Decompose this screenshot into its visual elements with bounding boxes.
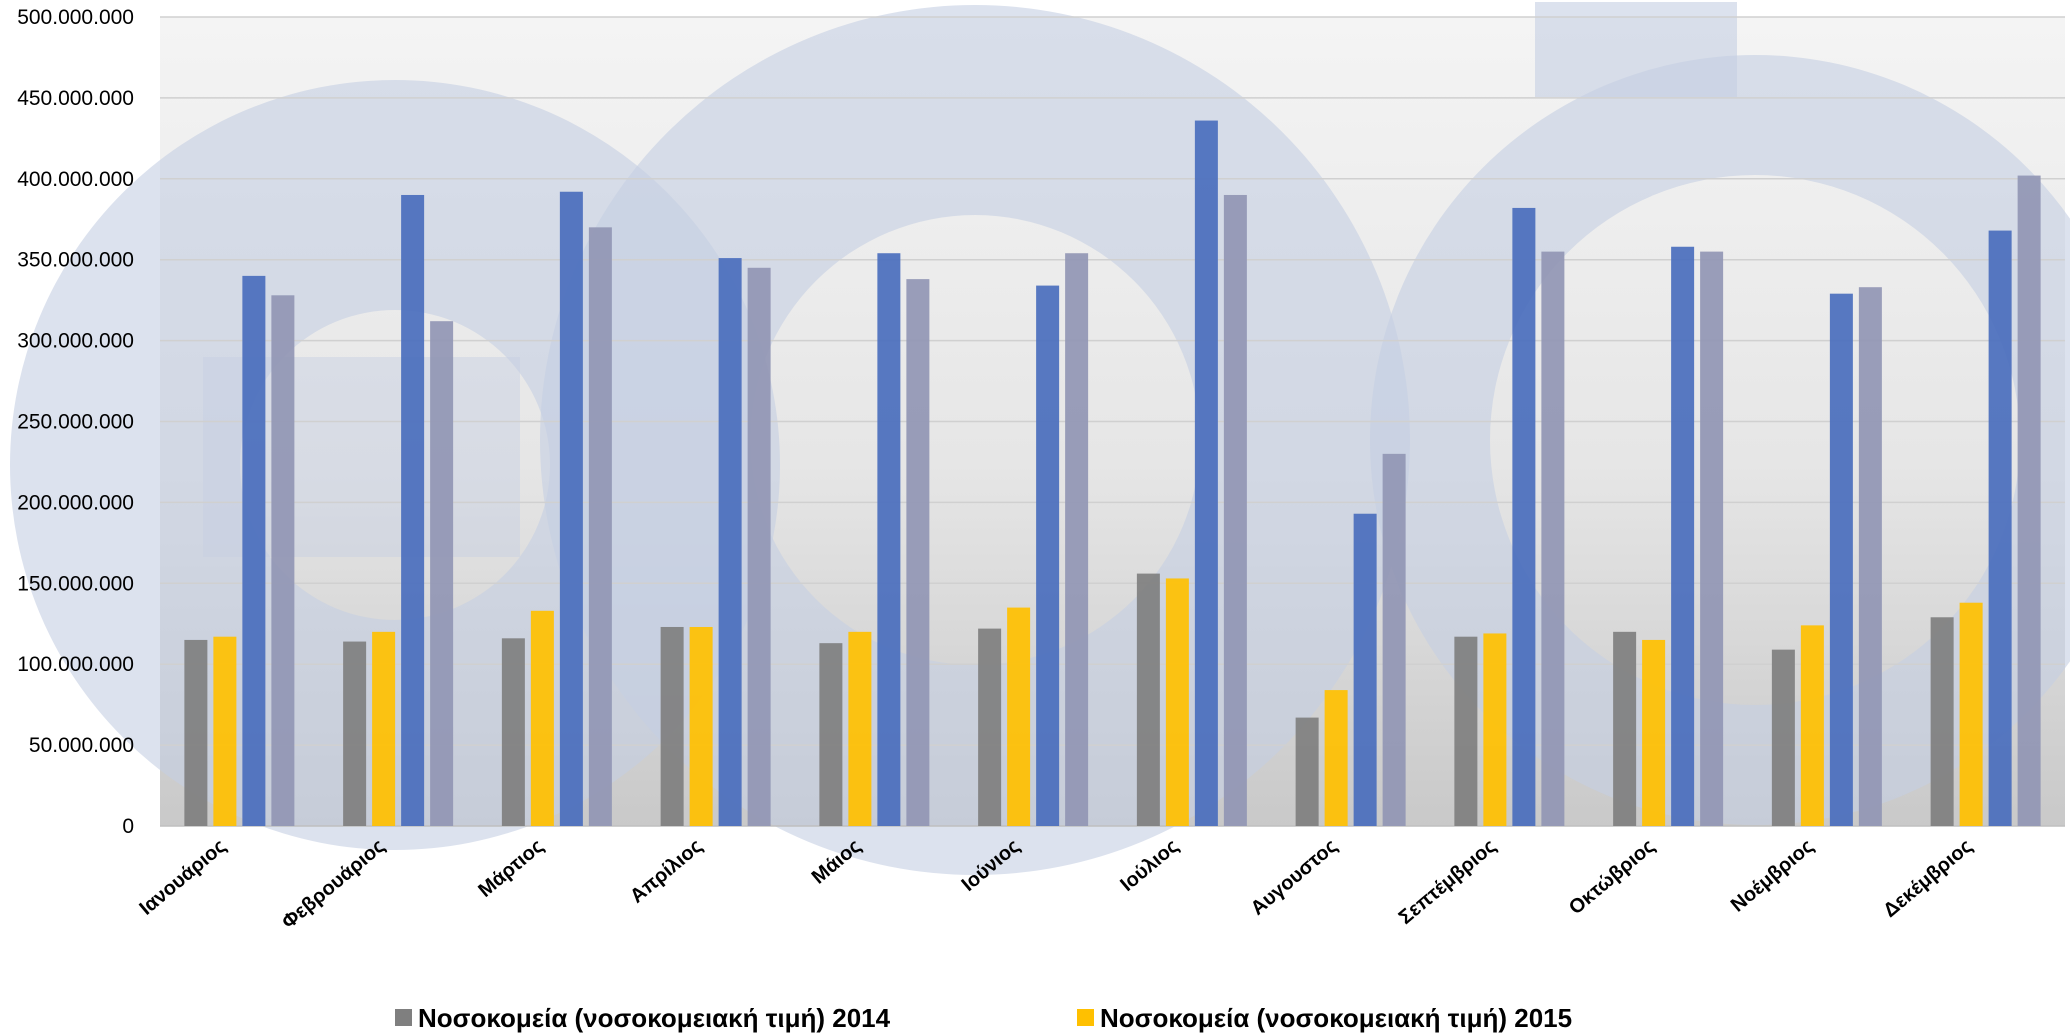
bar-series4-10: [1700, 251, 1724, 827]
y-axis-ticks: 0 50.000.000 100.000.000 150.000.000 200.000…: [17, 6, 134, 838]
bar-series4-5: [906, 279, 930, 827]
bar-series1-5: [819, 643, 843, 826]
bar-series3-7: [1194, 120, 1218, 826]
bar-series3-1: [242, 275, 266, 826]
y-tick-label: 300.000.000: [17, 330, 134, 353]
bar-series2-6: [1007, 607, 1031, 826]
bar-series4-11: [1858, 287, 1882, 826]
legend-label-1: Νοσοκομεία (νοσοκομειακή τιμή) 2014: [418, 1003, 891, 1033]
bar-series2-5: [848, 631, 872, 826]
bar-series1-9: [1454, 636, 1478, 826]
bar-series3-9: [1512, 207, 1536, 826]
bar-series4-4: [747, 267, 771, 826]
x-tick-label: Σεπτέμβριος: [1395, 835, 1501, 929]
bar-series1-10: [1613, 631, 1637, 826]
bar-series2-11: [1800, 625, 1824, 826]
bar-series4-9: [1541, 251, 1565, 827]
bar-series1-3: [501, 638, 525, 826]
bar-series4-1: [271, 295, 295, 826]
bar-series2-12: [1959, 602, 1983, 826]
bar-series4-6: [1065, 253, 1089, 826]
bar-series4-3: [588, 227, 612, 827]
bar-series3-6: [1036, 285, 1060, 826]
y-tick-label: 250.000.000: [17, 411, 134, 434]
y-tick-label: 50.000.000: [29, 734, 134, 757]
y-tick-label: 150.000.000: [17, 572, 134, 595]
bar-series2-7: [1165, 578, 1189, 826]
gridlines: [160, 16, 2065, 827]
bar-series4-2: [430, 321, 454, 826]
y-tick-label: 400.000.000: [17, 168, 134, 191]
bar-series3-4: [718, 258, 742, 826]
y-tick-label: 200.000.000: [17, 491, 134, 514]
bar-series1-12: [1930, 617, 1954, 826]
x-tick-label: Νοέμβριος: [1727, 835, 1818, 917]
bar-series3-8: [1353, 513, 1377, 826]
bar-series1-4: [660, 626, 684, 826]
legend-swatch-2: [1077, 1009, 1094, 1026]
bar-series4-7: [1223, 194, 1247, 827]
bar-series2-8: [1324, 690, 1348, 826]
y-tick-label: 500.000.000: [17, 6, 134, 29]
bar-series1-2: [343, 641, 367, 826]
bars: [184, 120, 2041, 827]
bar-series3-12: [1988, 230, 2012, 827]
x-tick-label: Αυγουστος: [1247, 835, 1342, 920]
bar-series3-10: [1671, 246, 1695, 827]
x-tick-label: Οκτώβριος: [1565, 835, 1659, 919]
y-tick-label: 450.000.000: [17, 87, 134, 110]
legend-label-2: Νοσοκομεία (νοσοκομειακή τιμή) 2015: [1100, 1003, 1572, 1033]
bar-series4-8: [1382, 453, 1406, 826]
watermark-block-top: [1535, 2, 1737, 97]
bar-series2-10: [1642, 639, 1666, 826]
bar-series2-4: [689, 626, 713, 826]
bar-series3-3: [559, 191, 583, 826]
x-tick-label: Φεβρουάριος: [278, 835, 390, 934]
x-tick-label: Ιανουάριος: [135, 835, 230, 920]
y-tick-label: 100.000.000: [17, 653, 134, 676]
bar-series1-6: [978, 628, 1002, 826]
x-tick-label: Μάρτιος: [474, 835, 548, 902]
bar-series3-5: [877, 253, 901, 826]
bar-series1-8: [1295, 717, 1319, 826]
x-tick-label: Απρίλιος: [626, 835, 707, 908]
bar-series1-1: [184, 639, 208, 826]
bar-series3-2: [401, 194, 425, 827]
bar-series2-1: [213, 636, 237, 826]
legend-swatch-1: [395, 1009, 412, 1026]
bar-series4-12: [2017, 175, 2041, 827]
bar-series1-7: [1136, 573, 1160, 826]
legend: Νοσοκομεία (νοσοκομειακή τιμή) 2014 Νοσοκ…: [395, 1003, 1572, 1033]
bar-series2-3: [530, 610, 554, 826]
x-tick-label: Δεκέμβριος: [1879, 835, 1977, 922]
bar-series2-9: [1483, 633, 1507, 826]
y-tick-label: 0: [122, 815, 134, 838]
y-tick-label: 350.000.000: [17, 249, 134, 272]
bar-series1-11: [1771, 649, 1795, 826]
bar-series3-11: [1829, 293, 1853, 827]
bar-series2-2: [372, 631, 396, 826]
